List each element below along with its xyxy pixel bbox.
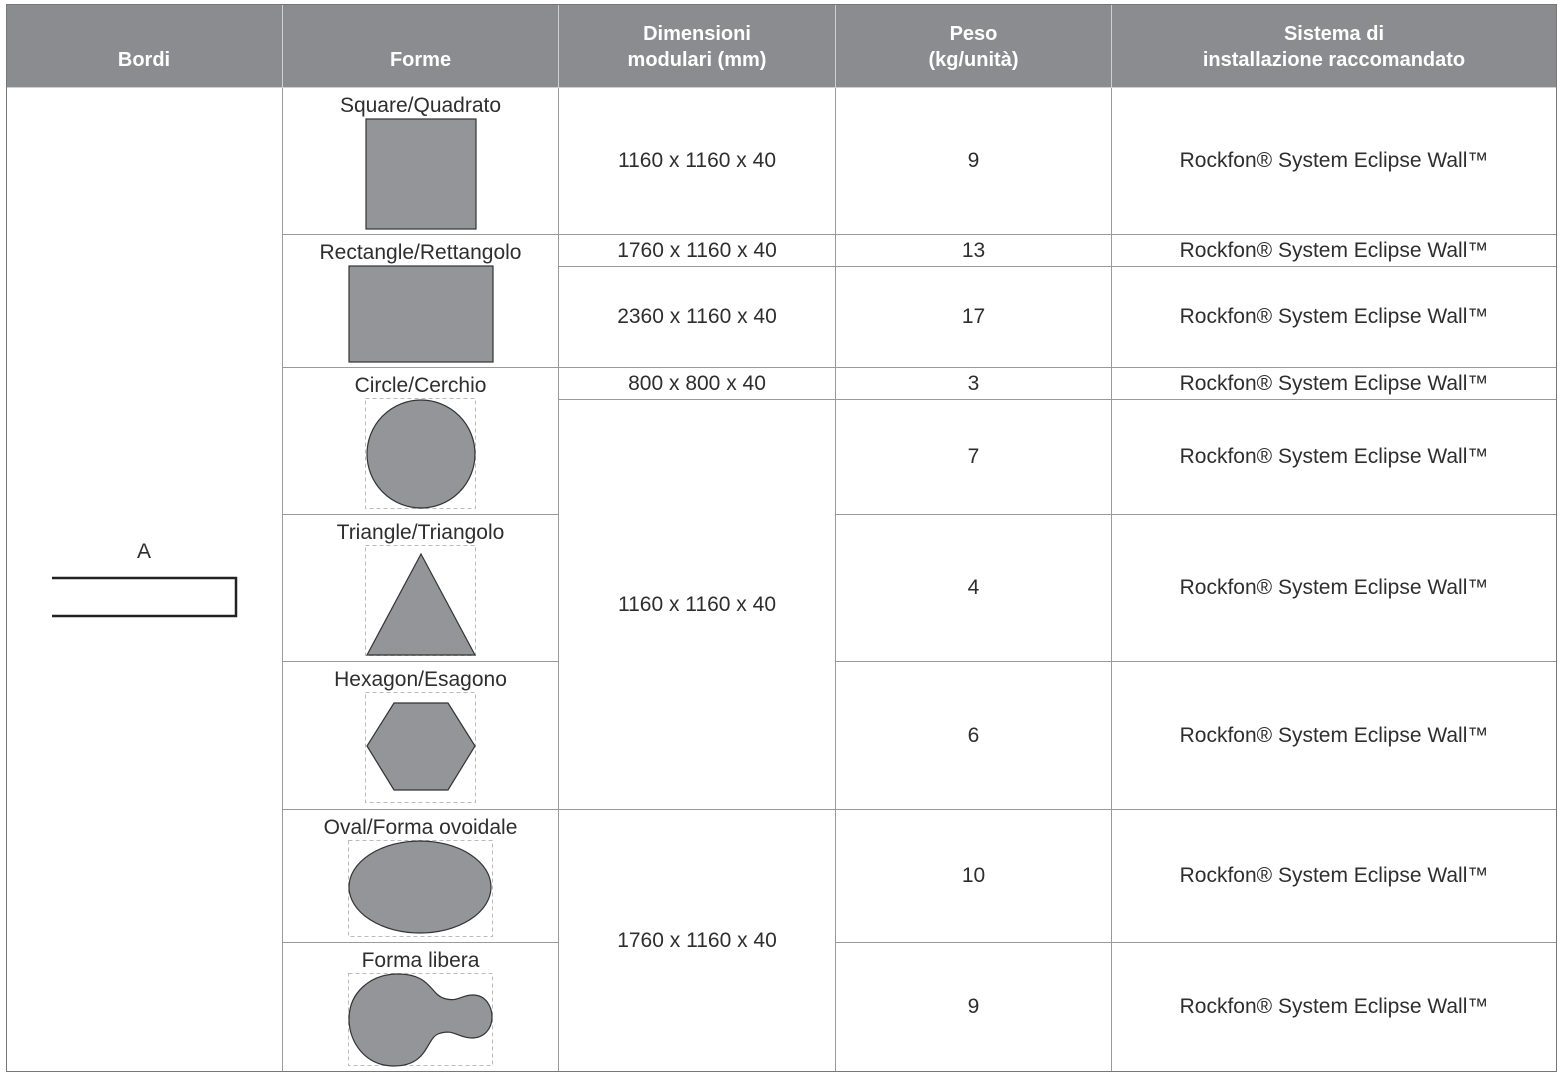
system-cell-text: Rockfon® System Eclipse Wall™ [1179,238,1489,262]
dimension-cell-text: 1760 x 1160 x 40 [617,928,777,952]
weight-cell-text: 17 [961,305,986,328]
shape-label: Square/Quadrato [339,94,502,117]
system-cell: Rockfon® System Eclipse Wall™ [1112,267,1557,368]
dimension-cell-text: 800 x 800 x 40 [628,371,766,395]
system-cell-text: Rockfon® System Eclipse Wall™ [1179,995,1489,1018]
system-cell: Rockfon® System Eclipse Wall™ [1112,810,1557,943]
dimension-cell-text: 2360 x 1160 x 40 [617,305,777,328]
shape-label: Hexagon/Esagono [334,668,507,691]
square-shape-icon [364,118,477,230]
system-cell-text: Rockfon® System Eclipse Wall™ [1179,576,1489,599]
weight-cell-text: 10 [961,864,986,887]
system-cell-text: Rockfon® System Eclipse Wall™ [1179,723,1489,747]
header-sistema: Sistema di installazione raccomandato [1112,4,1557,88]
header-bordi-text: Bordi [117,49,171,71]
weight-cell-text: 3 [967,371,980,395]
weight-cell: 17 [836,267,1112,368]
weight-cell: 3 [836,368,1112,400]
system-cell-text: Rockfon® System Eclipse Wall™ [1179,149,1489,172]
shape-cell-circle: Circle/Cerchio [283,368,559,515]
weight-cell: 7 [836,400,1112,515]
dimension-cell: 800 x 800 x 40 [559,368,836,400]
system-cell-text: Rockfon® System Eclipse Wall™ [1179,305,1489,328]
dimension-cell-text: 1160 x 1160 x 40 [617,592,776,616]
system-cell: Rockfon® System Eclipse Wall™ [1112,943,1557,1072]
weight-cell-text: 4 [967,576,980,599]
circle-shape-icon [364,398,477,510]
dimension-cell-text: 1160 x 1160 x 40 [617,149,776,172]
dimension-cell-text: 1760 x 1160 x 40 [617,238,777,262]
header-bordi: Bordi [6,4,283,88]
bordi-cell: A [6,88,283,1072]
hexagon-shape-icon [364,692,477,804]
system-cell-text: Rockfon® System Eclipse Wall™ [1179,864,1489,887]
weight-cell-text: 13 [961,238,986,262]
shape-label: Forma libera [361,949,480,972]
triangle-shape-icon [364,545,477,657]
dimension-cell: 1760 x 1160 x 40 [559,235,836,267]
dimension-cell: 1160 x 1160 x 40 [559,88,836,235]
weight-cell-text: 6 [967,723,980,747]
shape-cell-triangle: Triangle/Triangolo [283,515,559,662]
shape-cell-hexagon: Hexagon/Esagono [283,662,559,810]
weight-cell: 9 [836,88,1112,235]
shape-cell-square: Square/Quadrato [283,88,559,235]
weight-cell-text: 9 [967,995,980,1018]
shape-label: Triangle/Triangolo [336,521,505,544]
header-forme: Forme [283,4,559,88]
system-cell: Rockfon® System Eclipse Wall™ [1112,368,1557,400]
shape-cell-rectangle: Rectangle/Rettangolo [283,235,559,368]
weight-cell: 13 [836,235,1112,267]
rectangle-shape-icon [347,265,494,363]
header-dimensioni-text: Dimensioni modulari (mm) [627,23,767,71]
shape-label: Circle/Cerchio [354,374,487,397]
header-forme-text: Forme [389,49,452,71]
header-peso: Peso (kg/unità) [836,4,1112,88]
shape-label: Rectangle/Rettangolo [319,241,522,264]
system-cell: Rockfon® System Eclipse Wall™ [1112,662,1557,810]
system-cell: Rockfon® System Eclipse Wall™ [1112,515,1557,662]
system-cell: Rockfon® System Eclipse Wall™ [1112,88,1557,235]
dimension-cell: 2360 x 1160 x 40 [559,267,836,368]
edge-label: A [136,540,151,563]
system-cell-text: Rockfon® System Eclipse Wall™ [1179,371,1489,395]
system-cell: Rockfon® System Eclipse Wall™ [1112,235,1557,267]
header-dimensioni: Dimensioni modulari (mm) [559,4,836,88]
weight-cell: 9 [836,943,1112,1072]
system-cell-text: Rockfon® System Eclipse Wall™ [1179,445,1489,468]
header-sistema-text: Sistema di installazione raccomandato [1202,23,1466,71]
shape-cell-oval: Oval/Forma ovoidale [283,810,559,943]
system-cell: Rockfon® System Eclipse Wall™ [1112,400,1557,515]
dimension-cell: 1760 x 1160 x 40 [559,810,836,1072]
header-peso-text: Peso (kg/unità) [928,23,1019,71]
shape-cell-freeform: Forma libera [283,943,559,1072]
weight-cell: 4 [836,515,1112,662]
shape-label: Oval/Forma ovoidale [323,816,518,839]
weight-cell-text: 7 [967,445,980,468]
dimension-cell: 1160 x 1160 x 40 [559,400,836,810]
weight-cell: 10 [836,810,1112,943]
weight-cell: 6 [836,662,1112,810]
weight-cell-text: 9 [967,149,980,172]
oval-shape-icon [347,840,494,938]
freeform-shape-icon [347,973,494,1067]
edge-profile-icon [52,576,238,618]
